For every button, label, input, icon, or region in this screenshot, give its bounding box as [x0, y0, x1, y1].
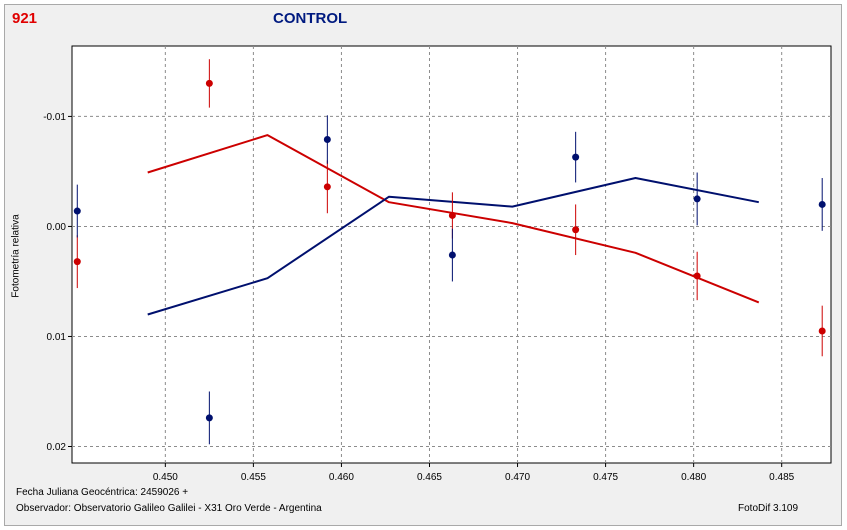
x-tick-label: 0.450 [153, 472, 178, 483]
data-point [205, 79, 213, 87]
chart-title: CONTROL [273, 10, 348, 27]
x-tick-label: 0.475 [593, 472, 618, 483]
data-point [572, 226, 580, 234]
data-point [448, 251, 456, 259]
x-tick-label: 0.480 [681, 472, 706, 483]
data-point [73, 258, 81, 266]
y-tick-label: 0.01 [47, 332, 67, 343]
data-points [73, 59, 826, 445]
data-point [73, 207, 81, 215]
axis-ticks: 0.450 0.455 0.460 0.465 0.470 0.475 0.480 0.485… [43, 112, 794, 483]
data-point [572, 153, 580, 161]
y-tick-label: 0.02 [47, 442, 67, 453]
data-point [693, 272, 701, 280]
x-axis-label: Fecha Juliana Geocéntrica: 2459026 + [16, 487, 189, 498]
data-point [323, 183, 331, 191]
x-tick-label: 0.465 [417, 472, 442, 483]
x-tick-label: 0.455 [241, 472, 266, 483]
x-tick-label: 0.485 [769, 472, 794, 483]
data-point [818, 200, 826, 208]
object-id-label: 921 [12, 10, 38, 27]
data-point [448, 211, 456, 219]
data-point [818, 327, 826, 335]
data-point [693, 195, 701, 203]
x-tick-label: 0.470 [505, 472, 530, 483]
grid [72, 46, 831, 463]
y-tick-label: -0.01 [43, 112, 66, 123]
y-tick-label: 0.00 [47, 222, 67, 233]
x-tick-label: 0.460 [329, 472, 354, 483]
software-version: FotoDif 3.109 [738, 503, 799, 514]
data-point [205, 414, 213, 422]
data-point [323, 136, 331, 144]
observer-label: Observador: Observatorio Galileo Galilei… [16, 503, 322, 514]
trend-line-series-2 [147, 177, 759, 316]
